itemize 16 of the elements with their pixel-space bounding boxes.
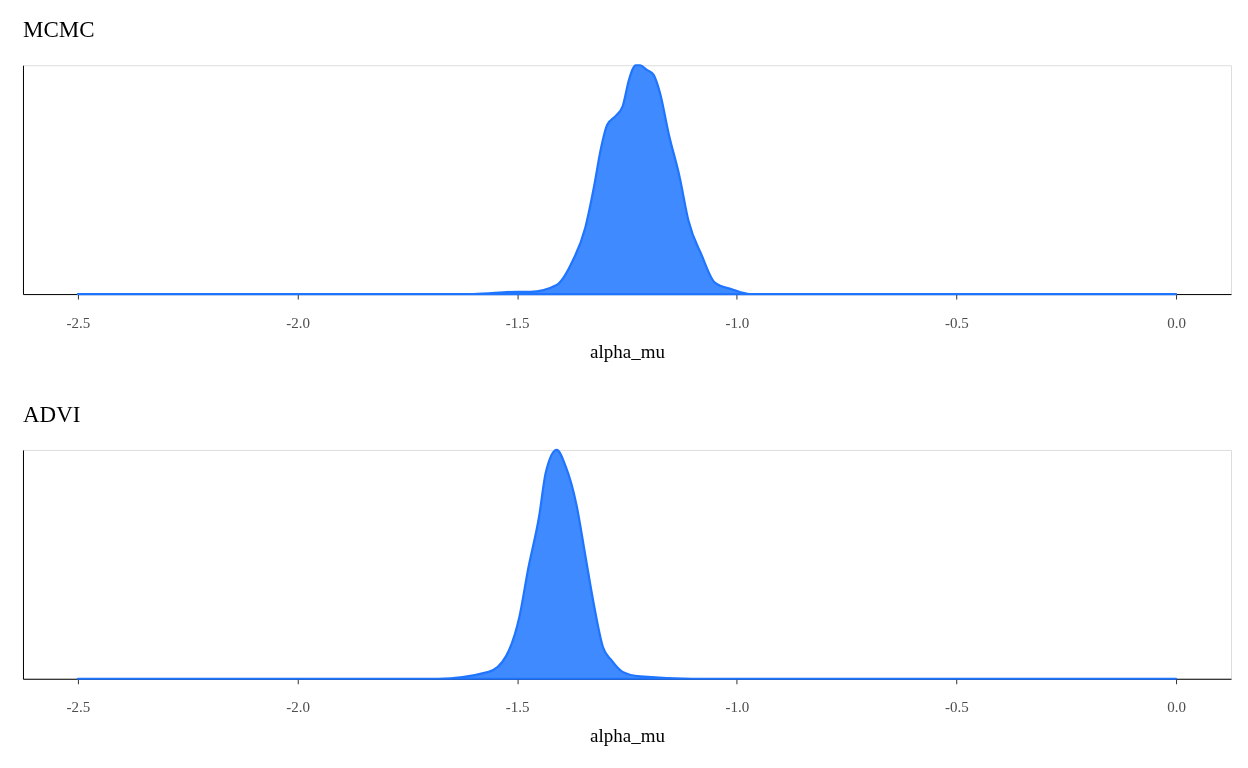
x-axis-title: alpha_mu (590, 340, 666, 362)
x-tick-label: -2.0 (286, 314, 310, 331)
x-tick-label: -0.5 (945, 314, 969, 331)
x-tick-label: -1.0 (725, 699, 750, 716)
x-tick-label: -2.0 (286, 699, 310, 716)
x-tick-label: -2.5 (66, 699, 91, 716)
x-tick-label: -1.5 (505, 314, 530, 331)
x-tick-label: -1.0 (725, 314, 750, 331)
x-tick-label: -1.5 (505, 699, 530, 716)
chart-title: ADVI (22, 401, 81, 427)
x-tick-label: 0.0 (1167, 699, 1186, 716)
x-axis-title: alpha_mu (590, 725, 666, 747)
x-tick-label: -2.5 (66, 314, 91, 331)
x-tick-label: 0.0 (1167, 314, 1186, 331)
x-tick-label: -0.5 (945, 699, 969, 716)
chart-title: MCMC (22, 17, 95, 43)
